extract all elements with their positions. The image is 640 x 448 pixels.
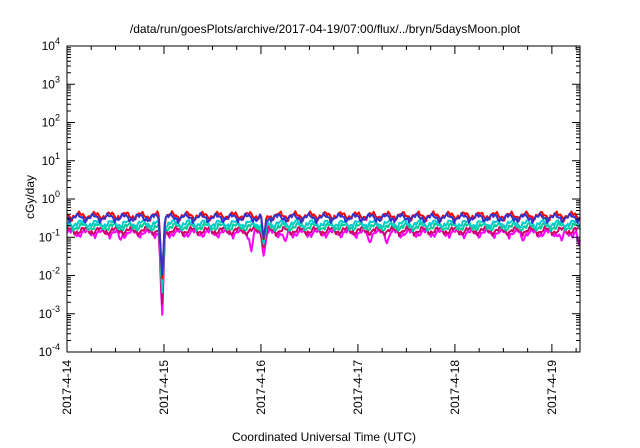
y-tick-label: 10-1 bbox=[39, 227, 60, 244]
series-line bbox=[66, 222, 581, 294]
x-tick-label: 2017-4-17 bbox=[351, 360, 365, 415]
x-axis: 2017-4-14 2017-4-15 2017-4-16 2017-4-17 2017… bbox=[60, 46, 577, 415]
x-tick-label: 2017-4-18 bbox=[448, 360, 462, 415]
y-axis-title: cGy/day bbox=[23, 175, 37, 219]
x-axis-title: Coordinated Universal Time (UTC) bbox=[232, 430, 416, 444]
y-tick-label: 100 bbox=[42, 189, 60, 206]
y-tick-label: 10-3 bbox=[39, 304, 60, 321]
y-axis: 10-4 10-3 10-2 10-1 100 101 102 103 104 bbox=[39, 36, 580, 359]
y-tick-label: 101 bbox=[42, 151, 60, 168]
x-tick-label: 2017-4-14 bbox=[60, 360, 74, 415]
chart-title: /data/run/goesPlots/archive/2017-04-19/0… bbox=[130, 22, 521, 36]
x-tick-label: 2017-4-15 bbox=[157, 360, 171, 415]
series-line bbox=[66, 212, 581, 276]
series-line bbox=[66, 225, 581, 306]
y-tick-label: 104 bbox=[42, 36, 60, 53]
series-line bbox=[66, 218, 581, 287]
plot-frame bbox=[66, 45, 581, 353]
y-tick-label: 102 bbox=[42, 113, 60, 130]
y-tick-label: 103 bbox=[42, 74, 60, 91]
series-line bbox=[66, 227, 581, 316]
x-tick-label: 2017-4-19 bbox=[545, 360, 559, 415]
y-tick-label: 10-4 bbox=[39, 342, 60, 359]
y-tick-label: 10-2 bbox=[39, 266, 60, 283]
x-tick-label: 2017-4-16 bbox=[254, 360, 268, 415]
series-layer bbox=[66, 210, 581, 316]
